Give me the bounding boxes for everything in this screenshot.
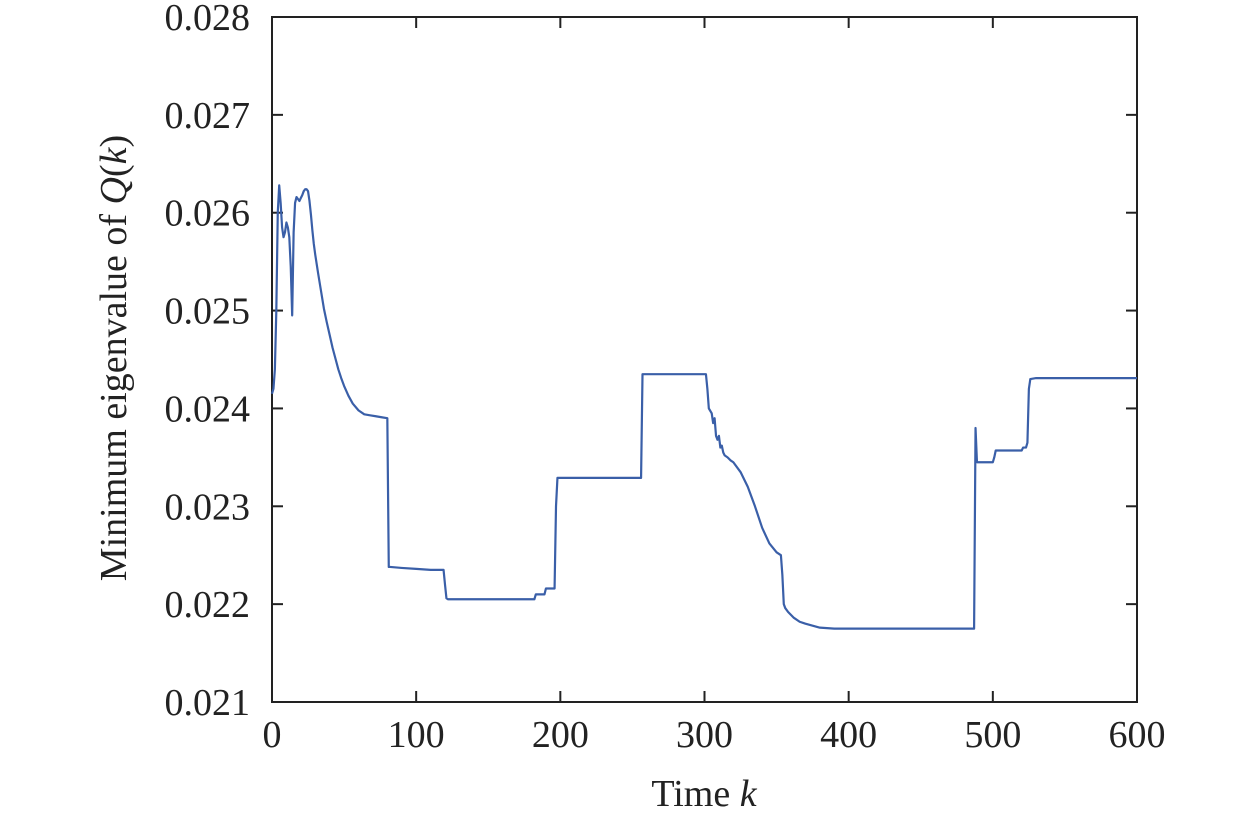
- y-tick-label: 0.023: [165, 486, 251, 528]
- y-axis-title: Minimum eigenvalue of Q(k): [93, 135, 135, 581]
- x-tick-label: 500: [964, 714, 1021, 756]
- x-tick-label: 300: [676, 714, 733, 756]
- series-line: [270, 184, 1137, 630]
- x-axis-title: Time k: [651, 773, 757, 815]
- y-axis-title-italic2: k: [93, 146, 135, 164]
- y-tick-label: 0.027: [165, 95, 251, 137]
- y-axis-title-prefix: Minimum eigenvalue of: [93, 204, 135, 581]
- y-tick-label: 0.021: [165, 682, 251, 724]
- x-axis-title-italic: k: [740, 773, 758, 815]
- y-axis-title-italic: Q: [93, 177, 135, 204]
- x-axis-title-prefix: Time: [651, 773, 739, 815]
- plot-frame: [271, 16, 1138, 703]
- y-tick-label: 0.028: [165, 0, 251, 39]
- x-tick-label: 0: [263, 714, 282, 756]
- y-tick-label: 0.026: [165, 193, 251, 235]
- x-tick-label: 100: [388, 714, 445, 756]
- y-axis-title-suffix: ): [93, 135, 135, 148]
- x-tick-label: 200: [532, 714, 589, 756]
- x-tick-label: 400: [820, 714, 877, 756]
- tick-marks: [271, 16, 1138, 703]
- y-axis-title-middle: (: [93, 164, 135, 177]
- y-tick-label: 0.022: [165, 584, 251, 626]
- y-tick-label: 0.025: [165, 291, 251, 333]
- y-tick-label: 0.024: [165, 388, 251, 430]
- x-tick-labels: 0 100 200 300 400 500 600: [263, 714, 1166, 756]
- y-tick-labels: 0.021 0.022 0.023 0.024 0.025 0.026 0.027 0.028: [165, 0, 251, 724]
- x-tick-label: 600: [1109, 714, 1166, 756]
